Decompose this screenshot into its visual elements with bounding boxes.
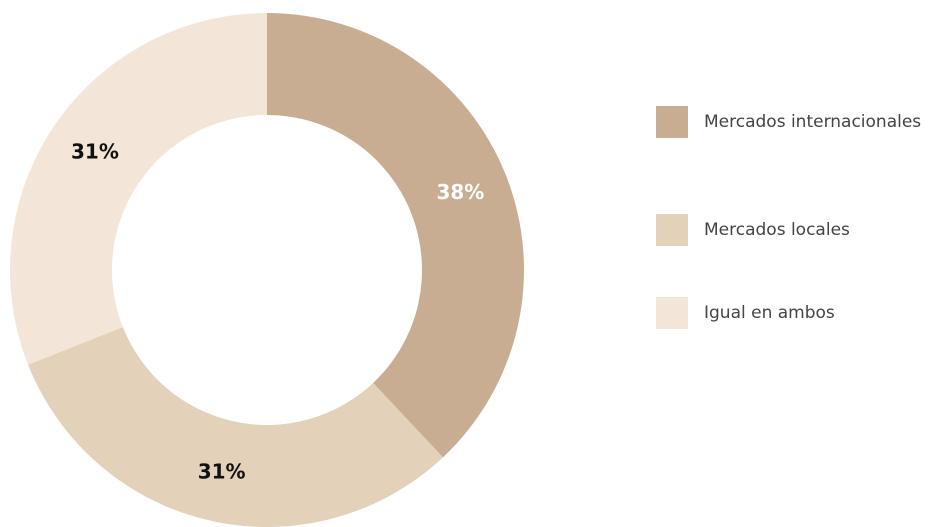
legend-swatch — [656, 106, 688, 138]
donut-segment — [28, 327, 443, 527]
donut-segment — [9, 13, 268, 365]
legend-label: Mercados locales — [704, 220, 850, 240]
donut-segment — [267, 13, 525, 458]
data-label: 31% — [71, 140, 119, 164]
legend-label: Igual en ambos — [704, 303, 835, 323]
legend-swatch — [656, 297, 688, 329]
legend-label: Mercados internacionales — [704, 112, 921, 132]
data-label: 31% — [198, 459, 246, 483]
data-label: 38% — [436, 180, 484, 204]
legend-swatch — [656, 214, 688, 246]
